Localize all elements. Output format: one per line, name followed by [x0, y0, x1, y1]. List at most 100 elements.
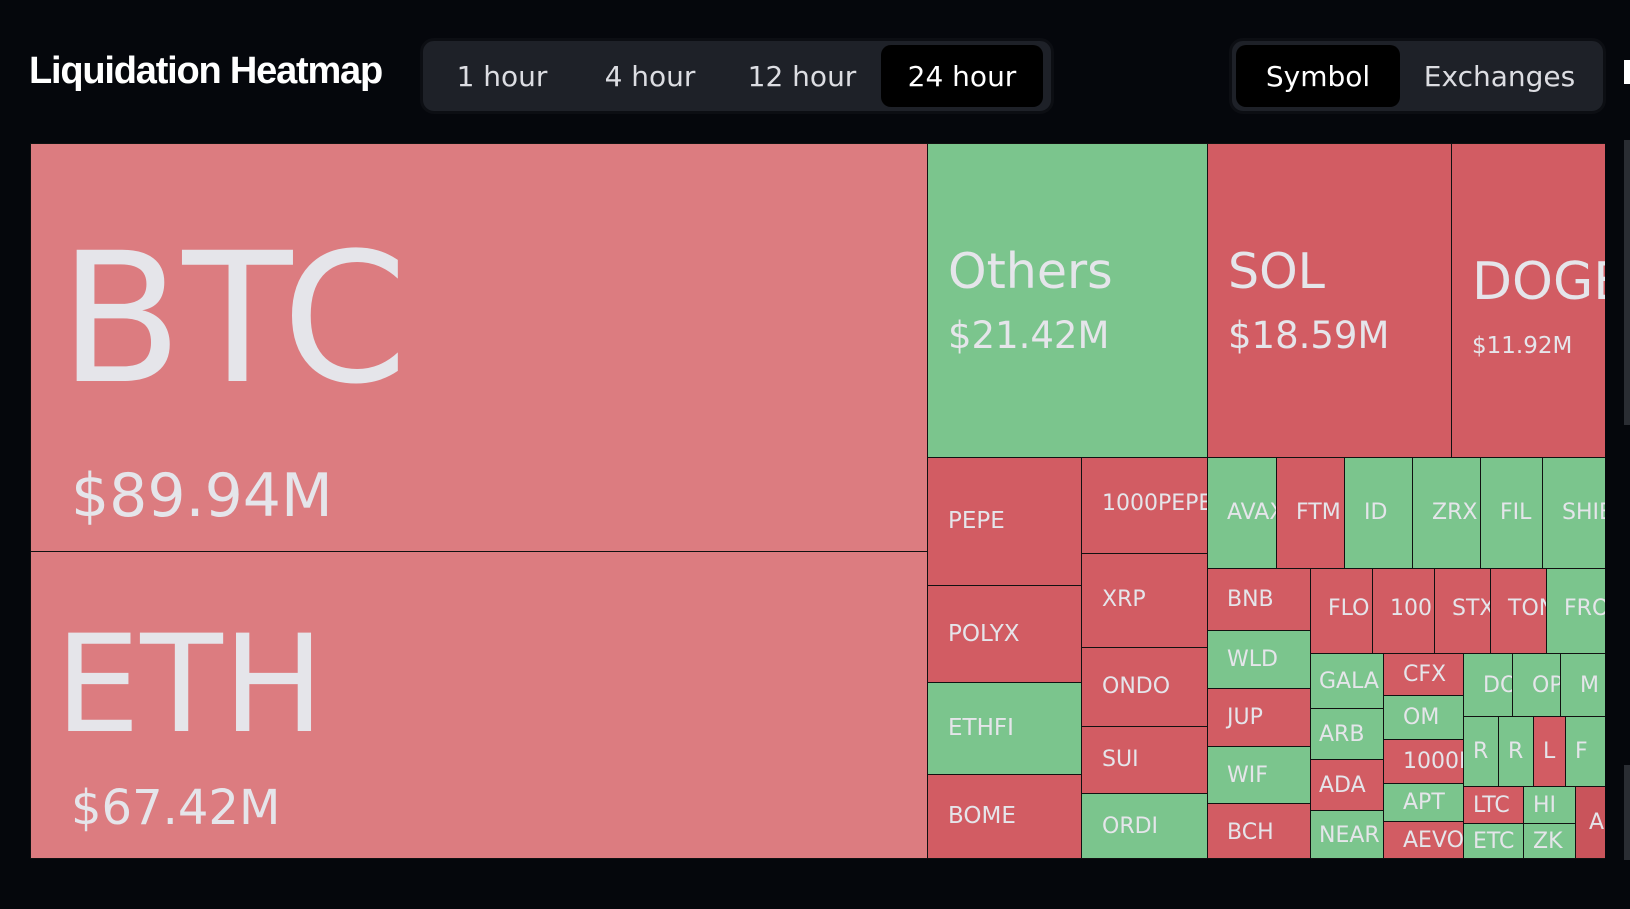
tile-symbol: ZK — [1533, 829, 1563, 854]
time-range-1-hour-button[interactable]: 1 hour — [456, 59, 548, 93]
tile-xrp[interactable]: XRP — [1081, 553, 1208, 648]
tile-op[interactable]: OP — [1512, 653, 1561, 717]
liquidation-treemap: BTC $89.94M ETH $67.42M Others $21.42M S… — [30, 143, 1605, 859]
tile-avax[interactable]: AVAX — [1207, 457, 1277, 569]
tile-bome[interactable]: BOME — [927, 774, 1082, 859]
tile-value: $11.92M — [1472, 333, 1573, 359]
tile-etc[interactable]: ETC — [1463, 823, 1524, 859]
tile-1000f[interactable]: 1000F — [1383, 739, 1464, 784]
tile-symbol: BOME — [948, 803, 1016, 829]
tile-sol[interactable]: SOL $18.59M — [1207, 143, 1452, 458]
tile-symbol: NEAR — [1319, 823, 1380, 848]
tile-symbol: R — [1508, 739, 1524, 764]
tile-om[interactable]: OM — [1383, 695, 1464, 740]
time-range-24-hour-button[interactable]: 24 hour — [881, 45, 1043, 107]
tile-arb[interactable]: ARB — [1310, 708, 1384, 760]
tile-symbol: AEVO — [1403, 828, 1464, 853]
tile-ftm[interactable]: FTM — [1276, 457, 1345, 569]
cut-off-edge-panel — [1624, 140, 1630, 425]
tile-zk[interactable]: ZK — [1523, 823, 1576, 859]
tile-symbol: R — [1473, 739, 1489, 764]
tile-symbol: SUI — [1102, 747, 1139, 772]
tile-bch[interactable]: BCH — [1207, 803, 1311, 859]
tile-sui[interactable]: SUI — [1081, 726, 1208, 794]
tile-symbol: M — [1580, 673, 1599, 698]
tile-symbol: BTC — [59, 215, 408, 424]
tile-m[interactable]: M — [1560, 653, 1605, 717]
tile-id[interactable]: ID — [1344, 457, 1413, 569]
tile-ada[interactable]: ADA — [1310, 759, 1384, 811]
tile-symbol: ETH — [55, 606, 325, 763]
tile-ordi[interactable]: ORDI — [1081, 793, 1208, 859]
tile-symbol: Others — [948, 243, 1113, 300]
cut-off-edge-panel — [1624, 765, 1630, 860]
tile-100[interactable]: 100 — [1372, 568, 1435, 654]
tile-symbol: ID — [1364, 500, 1388, 525]
tile-symbol: L — [1543, 739, 1556, 764]
tile-wif[interactable]: WIF — [1207, 746, 1311, 804]
tile-symbol: BCH — [1227, 820, 1274, 845]
tile-1000pepe[interactable]: 1000PEPE — [1081, 457, 1208, 554]
tile-r[interactable]: R — [1463, 716, 1499, 787]
tile-r-2[interactable]: R — [1498, 716, 1534, 787]
tile-doge[interactable]: DOGE $11.92M — [1451, 143, 1605, 458]
tile-stx[interactable]: STX — [1434, 568, 1491, 654]
time-range-selector: 1 hour 4 hour 12 hour 24 hour — [420, 38, 1054, 114]
tile-polyx[interactable]: POLYX — [927, 585, 1082, 683]
tile-symbol: FIL — [1500, 500, 1532, 525]
tile-symbol: ETC — [1473, 829, 1515, 854]
tile-symbol: LTC — [1473, 793, 1510, 818]
tile-others[interactable]: Others $21.42M — [927, 143, 1208, 458]
tile-zrx[interactable]: ZRX — [1412, 457, 1481, 569]
tile-a[interactable]: A — [1575, 786, 1605, 859]
tile-symbol: WIF — [1227, 763, 1268, 788]
tile-wld[interactable]: WLD — [1207, 630, 1311, 689]
tile-pepe[interactable]: PEPE — [927, 457, 1082, 586]
tile-f[interactable]: F — [1565, 716, 1605, 787]
tile-symbol: STX — [1452, 596, 1491, 621]
view-symbol-button[interactable]: Symbol — [1236, 45, 1400, 107]
tile-ethfi[interactable]: ETHFI — [927, 682, 1082, 775]
page-title: Liquidation Heatmap — [29, 50, 383, 92]
tile-apt[interactable]: APT — [1383, 783, 1464, 822]
tile-gala[interactable]: GALA — [1310, 653, 1384, 709]
tile-near[interactable]: NEAR — [1310, 810, 1384, 859]
tile-symbol: ORDI — [1102, 814, 1159, 839]
time-range-4-hour-button[interactable]: 4 hour — [604, 59, 696, 93]
tile-do[interactable]: DO — [1463, 653, 1513, 717]
tile-symbol: ONDO — [1102, 674, 1171, 699]
tile-ondo[interactable]: ONDO — [1081, 647, 1208, 727]
tile-l[interactable]: L — [1533, 716, 1566, 787]
tile-btc[interactable]: BTC $89.94M — [30, 143, 928, 552]
tile-symbol: TON — [1508, 596, 1546, 621]
tile-cfx[interactable]: CFX — [1383, 653, 1464, 696]
tile-ltc[interactable]: LTC — [1463, 786, 1524, 824]
tile-aevo[interactable]: AEVO — [1383, 821, 1464, 859]
tile-symbol: ETHFI — [948, 715, 1014, 741]
tile-symbol: WLD — [1227, 647, 1278, 672]
tile-symbol: POLYX — [948, 621, 1020, 647]
tile-ton[interactable]: TON — [1490, 568, 1547, 654]
tile-eth[interactable]: ETH $67.42M — [30, 551, 928, 859]
tile-symbol: OM — [1403, 705, 1440, 730]
tile-symbol: 1000PEPE — [1102, 491, 1208, 516]
tile-bnb[interactable]: BNB — [1207, 568, 1311, 631]
tile-symbol: FTM — [1296, 500, 1341, 525]
tile-fro[interactable]: FRO — [1546, 568, 1605, 654]
tile-symbol: OP — [1532, 673, 1561, 698]
tile-symbol: 100 — [1390, 596, 1432, 621]
tile-symbol: A — [1589, 810, 1605, 835]
tile-flo[interactable]: FLO — [1310, 568, 1373, 654]
tile-value: $89.94M — [71, 461, 333, 531]
time-range-12-hour-button[interactable]: 12 hour — [747, 59, 857, 93]
tile-symbol: PEPE — [948, 508, 1005, 534]
tile-symbol: BNB — [1227, 587, 1274, 612]
view-exchanges-button[interactable]: Exchanges — [1423, 59, 1576, 93]
tile-hi[interactable]: HI — [1523, 786, 1576, 824]
tile-fil[interactable]: FIL — [1480, 457, 1543, 569]
tile-jup[interactable]: JUP — [1207, 688, 1311, 747]
tile-symbol: 1000F — [1403, 749, 1463, 774]
tile-symbol: ZRX — [1432, 500, 1478, 525]
